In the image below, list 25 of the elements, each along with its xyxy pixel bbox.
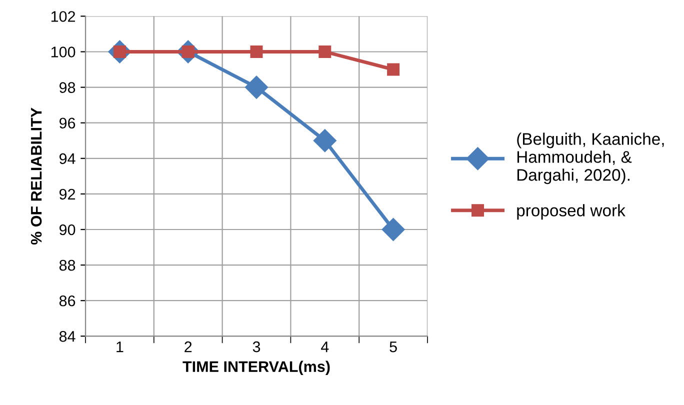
y-tick-label: 94 xyxy=(60,153,76,164)
y-tick-label: 86 xyxy=(59,295,76,306)
y-tick-label: 96 xyxy=(60,118,76,129)
x-tick-label: 2 xyxy=(184,341,192,352)
y-tick-label: 84 xyxy=(59,331,76,342)
x-tick-label: 3 xyxy=(252,341,260,352)
point xyxy=(318,46,332,58)
point xyxy=(313,129,336,152)
point xyxy=(245,76,268,99)
y-tick-label: 90 xyxy=(60,224,76,236)
x-tick-label: 1 xyxy=(116,342,124,352)
legend-label: proposed work xyxy=(517,204,626,220)
x-axis-title: TIME INTERVAL(ms) xyxy=(182,360,330,376)
x-tick-label: 4 xyxy=(321,342,329,352)
y-tick-label: 98 xyxy=(60,82,76,93)
y-axis-title: % OF RELIABILITY xyxy=(30,108,42,245)
x-tick-label: 5 xyxy=(390,342,397,352)
point xyxy=(387,63,400,76)
y-tick-label: 88 xyxy=(59,260,76,271)
y-tick-label: 92 xyxy=(60,188,76,200)
y-tick-label: 100 xyxy=(51,46,76,58)
point xyxy=(250,46,263,58)
point xyxy=(382,218,405,241)
legend-label: (Belguith, Kaaniche, Hammoudeh, & Dargahi, 2020). xyxy=(517,132,664,184)
y-tick-label: 102 xyxy=(51,11,76,22)
